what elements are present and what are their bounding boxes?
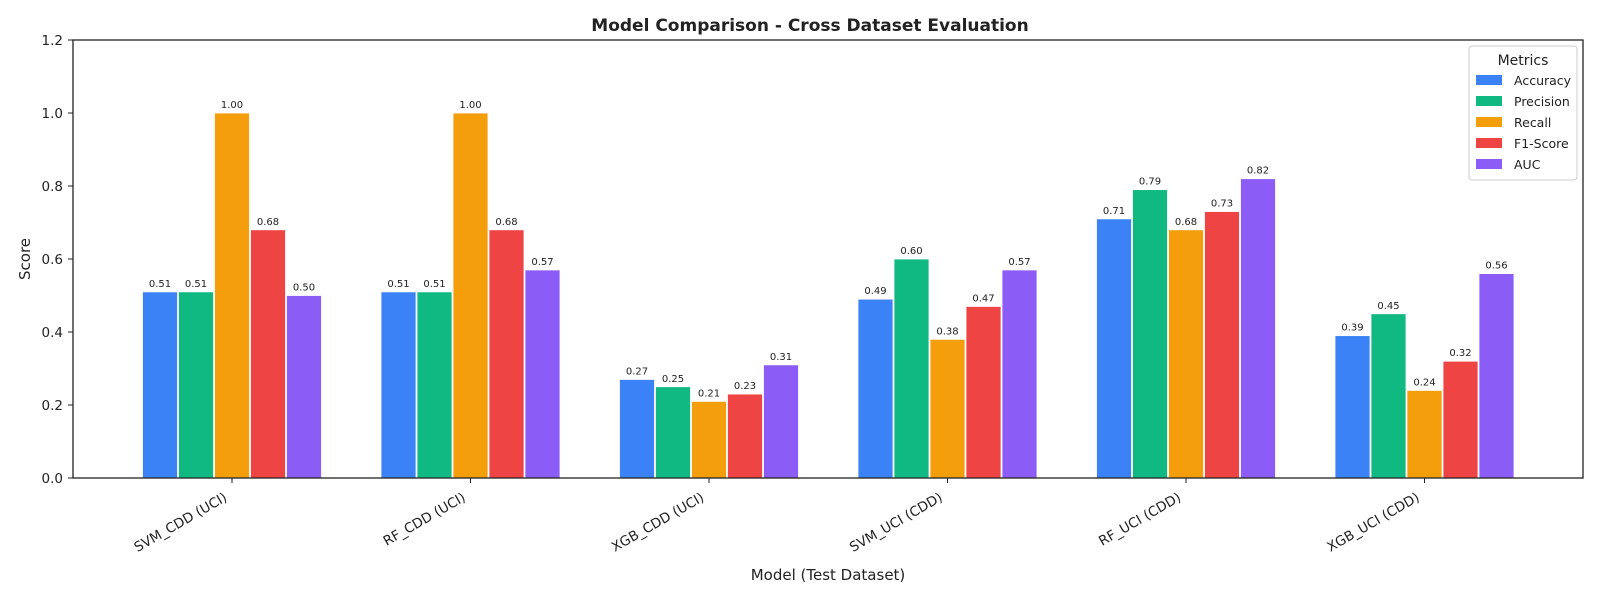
bar-recall-1 (452, 112, 489, 479)
value-label: 0.79 (1139, 177, 1161, 188)
legend-entry-label: Recall (1514, 115, 1551, 130)
chart-title: Model Comparison - Cross Dataset Evaluat… (591, 16, 1028, 36)
x-tick-label: SVM_CDD (UCI) (131, 490, 230, 556)
value-label: 0.68 (257, 217, 279, 228)
y-axis-ticks: 0.0 0.2 0.4 0.6 0.8 1.0 1.2 (42, 33, 73, 487)
legend-title: Metrics (1498, 53, 1549, 69)
value-label: 1.00 (459, 100, 481, 111)
bar-auc-3 (1001, 269, 1038, 479)
legend-entry-label: AUC (1514, 157, 1541, 172)
legend-swatch (1476, 75, 1502, 85)
x-tick-label: SVM_UCI (CDD) (847, 490, 946, 556)
bar-auc-2 (763, 364, 799, 479)
bar-recall-4 (1168, 229, 1204, 479)
legend-swatch (1476, 117, 1502, 127)
y-tick-label: 1.0 (42, 106, 63, 122)
x-axis-ticks: SVM_CDD (UCI) RF_CDD (UCI) XGB_CDD (UCI) SV… (131, 478, 1425, 556)
value-label: 0.82 (1247, 166, 1269, 177)
bar-auc-1 (524, 269, 561, 479)
value-labels-layer: 0.51 0.51 1.00 0.68 0.50 0.51 0.51 1.00 0.68 0.57… (149, 100, 1508, 399)
bar-recall-0 (214, 112, 250, 479)
value-label: 0.24 (1413, 377, 1435, 388)
value-label: 0.71 (1103, 206, 1125, 217)
value-label: 0.57 (531, 257, 553, 268)
value-label: 0.51 (423, 279, 445, 290)
y-tick-label: 0.2 (42, 398, 63, 414)
value-label: 0.51 (185, 279, 207, 290)
value-label: 0.68 (495, 217, 517, 228)
y-tick-label: 0.6 (42, 252, 63, 268)
bar-recall-5 (1406, 389, 1443, 479)
bar-f1-score-0 (250, 229, 286, 479)
bars-layer (142, 112, 1515, 479)
x-tick-label: RF_CDD (UCI) (381, 490, 469, 550)
value-label: 0.56 (1485, 261, 1507, 272)
value-label: 0.32 (1449, 348, 1471, 359)
bar-accuracy-2 (619, 379, 655, 479)
bar-precision-3 (893, 258, 930, 479)
bar-f1-score-4 (1204, 211, 1240, 479)
value-label: 0.47 (972, 293, 994, 304)
value-label: 0.39 (1341, 323, 1363, 334)
legend-swatch (1476, 138, 1502, 148)
x-axis-label: Model (Test Dataset) (751, 566, 906, 584)
value-label: 0.31 (770, 352, 792, 363)
bar-precision-4 (1132, 189, 1168, 479)
value-label: 0.23 (734, 381, 756, 392)
y-tick-label: 0.0 (42, 471, 63, 487)
value-label: 0.27 (626, 366, 648, 377)
value-label: 0.21 (698, 388, 720, 399)
x-tick-label: RF_UCI (CDD) (1096, 490, 1184, 550)
value-label: 0.49 (864, 286, 886, 297)
bar-accuracy-5 (1334, 335, 1371, 479)
bar-auc-0 (286, 295, 322, 479)
x-tick-label: XGB_CDD (UCI) (609, 490, 707, 556)
value-label: 0.51 (149, 279, 171, 290)
y-axis-label: Score (16, 238, 34, 280)
value-label: 0.25 (662, 374, 684, 385)
bar-precision-5 (1370, 313, 1407, 479)
value-label: 0.57 (1008, 257, 1030, 268)
legend-entry-label: F1-Score (1514, 136, 1569, 151)
bar-recall-3 (929, 338, 966, 479)
bar-precision-2 (655, 386, 691, 479)
bar-recall-2 (691, 400, 727, 479)
bar-f1-score-3 (965, 306, 1002, 479)
value-label: 0.45 (1377, 301, 1399, 312)
value-label: 0.73 (1211, 199, 1233, 210)
y-tick-label: 0.8 (42, 179, 63, 195)
bar-auc-4 (1240, 178, 1276, 479)
bar-precision-0 (178, 291, 214, 479)
x-tick-label: XGB_UCI (CDD) (1324, 490, 1422, 556)
legend: Metrics Accuracy Precision Recall F1-Score A… (1468, 45, 1578, 181)
legend-entry-label: Accuracy (1514, 73, 1572, 88)
bar-accuracy-3 (857, 298, 894, 479)
bar-f1-score-2 (727, 393, 763, 479)
value-label: 1.00 (221, 100, 243, 111)
bar-auc-5 (1478, 273, 1515, 479)
y-tick-label: 1.2 (42, 33, 63, 49)
value-label: 0.60 (900, 246, 922, 257)
bar-f1-score-5 (1442, 360, 1479, 479)
legend-swatch (1476, 96, 1502, 106)
value-label: 0.50 (293, 283, 315, 294)
legend-entry-label: Precision (1514, 94, 1570, 109)
value-label: 0.38 (936, 326, 958, 337)
bar-accuracy-0 (142, 291, 178, 479)
value-label: 0.51 (387, 279, 409, 290)
legend-swatch (1476, 159, 1502, 169)
bar-accuracy-4 (1096, 218, 1132, 479)
bar-accuracy-1 (380, 291, 417, 479)
bar-f1-score-1 (488, 229, 525, 479)
value-label: 0.68 (1175, 217, 1197, 228)
bar-precision-1 (416, 291, 453, 479)
y-tick-label: 0.4 (42, 325, 63, 341)
